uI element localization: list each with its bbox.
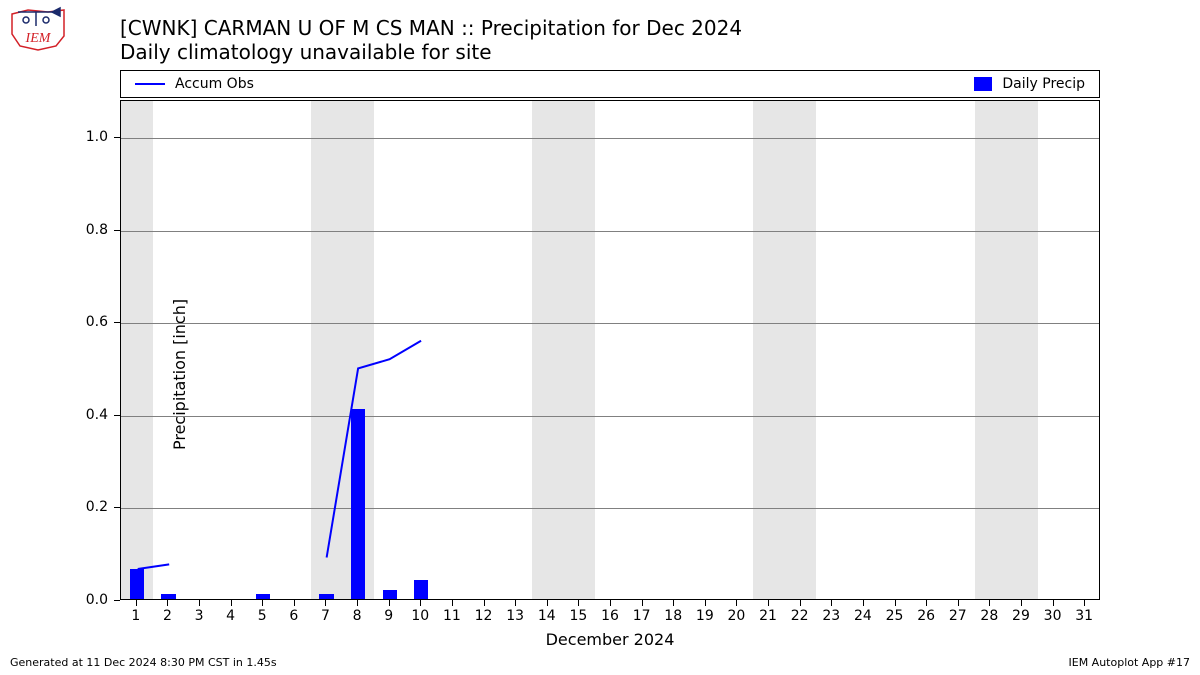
x-tick — [705, 600, 706, 606]
x-tick-label: 1 — [131, 608, 140, 624]
x-tick-label: 31 — [1075, 608, 1093, 624]
x-tick-label: 27 — [949, 608, 967, 624]
x-tick-label: 20 — [728, 608, 746, 624]
y-tick-label: 0.2 — [86, 499, 108, 515]
accum-line-segment — [327, 341, 421, 558]
legend-accum-label: Accum Obs — [175, 76, 254, 92]
x-tick-label: 16 — [601, 608, 619, 624]
x-tick — [736, 600, 737, 606]
chart-title-block: [CWNK] CARMAN U OF M CS MAN :: Precipita… — [120, 16, 742, 64]
x-tick-label: 4 — [226, 608, 235, 624]
x-tick — [389, 600, 390, 606]
x-tick-label: 9 — [384, 608, 393, 624]
legend: Accum Obs Daily Precip — [120, 70, 1100, 98]
x-tick — [452, 600, 453, 606]
x-tick-label: 11 — [443, 608, 461, 624]
x-tick-label: 19 — [696, 608, 714, 624]
logo-text: IEM — [25, 31, 52, 46]
x-tick — [1021, 600, 1022, 606]
legend-accum: Accum Obs — [135, 76, 254, 92]
x-tick — [1053, 600, 1054, 606]
y-tick — [114, 322, 120, 323]
x-tick — [547, 600, 548, 606]
x-tick — [357, 600, 358, 606]
y-tick — [114, 415, 120, 416]
y-tick — [114, 507, 120, 508]
footer-left: Generated at 11 Dec 2024 8:30 PM CST in … — [10, 656, 277, 669]
x-tick-label: 8 — [353, 608, 362, 624]
x-tick-label: 24 — [854, 608, 872, 624]
x-tick-label: 23 — [822, 608, 840, 624]
chart-title-line2: Daily climatology unavailable for site — [120, 40, 742, 64]
x-tick — [262, 600, 263, 606]
x-tick-label: 15 — [569, 608, 587, 624]
y-tick-label: 1.0 — [86, 129, 108, 145]
accum-line — [121, 101, 1099, 599]
y-tick-label: 0.8 — [86, 222, 108, 238]
x-tick — [1084, 600, 1085, 606]
x-tick — [958, 600, 959, 606]
x-tick — [294, 600, 295, 606]
y-tick-label: 0.0 — [86, 592, 108, 608]
x-tick-label: 26 — [917, 608, 935, 624]
x-tick — [515, 600, 516, 606]
x-tick — [136, 600, 137, 606]
x-tick-label: 18 — [664, 608, 682, 624]
legend-daily: Daily Precip — [974, 76, 1085, 92]
x-tick-label: 3 — [195, 608, 204, 624]
x-tick-label: 12 — [475, 608, 493, 624]
x-tick-label: 30 — [1044, 608, 1062, 624]
x-tick — [673, 600, 674, 606]
accum-line-segment — [138, 564, 169, 569]
chart-title-line1: [CWNK] CARMAN U OF M CS MAN :: Precipita… — [120, 16, 742, 40]
y-tick — [114, 600, 120, 601]
plot-container: Precipitation [inch] December 2024 0.00.… — [120, 100, 1100, 600]
x-tick-label: 14 — [538, 608, 556, 624]
x-tick-label: 21 — [759, 608, 777, 624]
x-tick-label: 2 — [163, 608, 172, 624]
x-tick — [231, 600, 232, 606]
legend-daily-label: Daily Precip — [1002, 76, 1085, 92]
x-tick — [989, 600, 990, 606]
y-tick-label: 0.4 — [86, 407, 108, 423]
x-tick-label: 5 — [258, 608, 267, 624]
x-tick — [800, 600, 801, 606]
x-tick — [167, 600, 168, 606]
x-tick — [768, 600, 769, 606]
y-tick — [114, 230, 120, 231]
x-tick-label: 25 — [886, 608, 904, 624]
x-tick — [199, 600, 200, 606]
x-tick — [863, 600, 864, 606]
plot-area — [120, 100, 1100, 600]
x-tick — [926, 600, 927, 606]
x-tick-label: 13 — [506, 608, 524, 624]
x-tick — [578, 600, 579, 606]
x-axis-title: December 2024 — [120, 630, 1100, 649]
x-tick-label: 29 — [1012, 608, 1030, 624]
x-tick-label: 7 — [321, 608, 330, 624]
x-tick-label: 10 — [411, 608, 429, 624]
legend-bar-swatch — [974, 77, 992, 91]
legend-line-swatch — [135, 83, 165, 85]
x-tick-label: 28 — [980, 608, 998, 624]
x-tick — [420, 600, 421, 606]
iem-logo: IEM — [8, 6, 68, 54]
page: IEM [CWNK] CARMAN U OF M CS MAN :: Preci… — [0, 0, 1200, 675]
x-tick — [895, 600, 896, 606]
x-tick — [831, 600, 832, 606]
x-tick — [484, 600, 485, 606]
footer-right: IEM Autoplot App #17 — [1069, 656, 1191, 669]
y-tick — [114, 137, 120, 138]
x-tick-label: 17 — [633, 608, 651, 624]
y-tick-label: 0.6 — [86, 314, 108, 330]
x-tick-label: 6 — [289, 608, 298, 624]
x-tick — [610, 600, 611, 606]
x-tick-label: 22 — [791, 608, 809, 624]
x-tick — [642, 600, 643, 606]
x-tick — [325, 600, 326, 606]
